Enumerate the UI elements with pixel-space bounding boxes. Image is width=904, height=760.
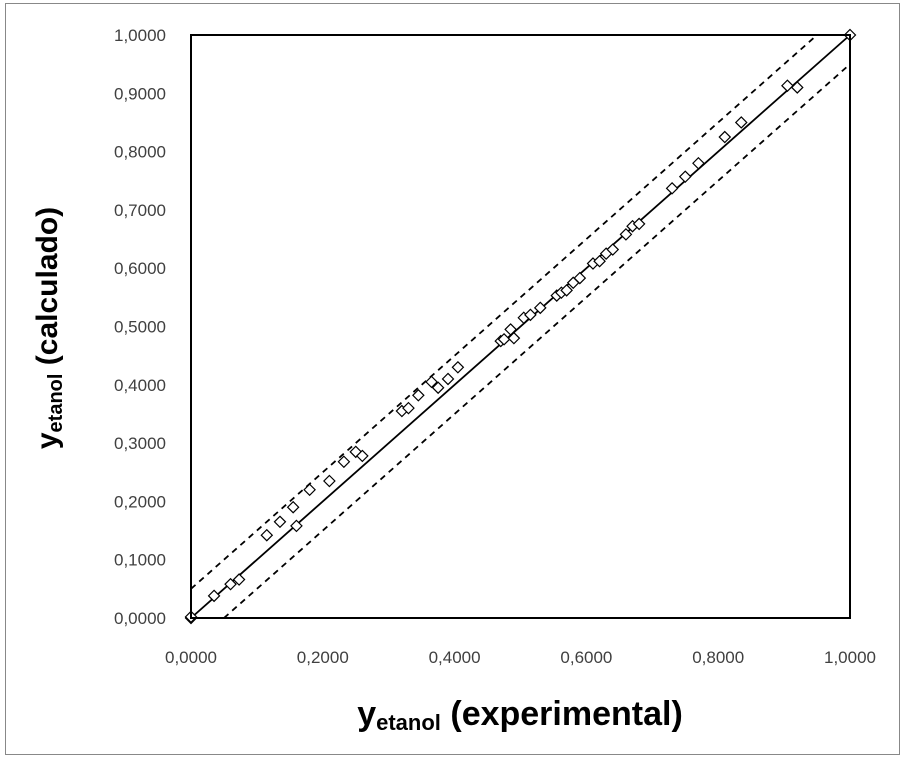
x-axis-title-sub: etanol: [376, 710, 441, 735]
dashed-deviation-line: [223, 63, 851, 619]
data-point: [232, 573, 246, 586]
data-point: [337, 455, 351, 469]
data-point: [441, 372, 455, 386]
x-tick-label: 1,0000: [824, 648, 876, 667]
data-point: [224, 577, 237, 591]
data-point: [431, 381, 445, 395]
y-tick-label: 1,0000: [114, 26, 166, 45]
y-axis-title-sub: etanol: [45, 374, 67, 433]
x-axis-title-main: y: [357, 695, 376, 733]
y-tick-label: 0,0000: [114, 609, 166, 628]
data-point: [632, 217, 646, 231]
data-point: [606, 243, 620, 256]
y-tick-label: 0,3000: [114, 434, 166, 453]
data-point: [593, 254, 606, 268]
y-tick-label: 0,8000: [114, 143, 166, 162]
data-point: [560, 284, 573, 297]
data-point: [273, 515, 287, 529]
data-point: [451, 360, 465, 374]
x-axis-title: yetanol (experimental): [357, 695, 683, 735]
data-point: [665, 181, 679, 195]
data-point: [734, 116, 748, 129]
data-point: [207, 589, 221, 603]
data-point: [355, 449, 369, 463]
y-tick-label: 0,6000: [114, 259, 166, 278]
data-point: [524, 308, 537, 322]
data-point: [412, 388, 425, 402]
y-tick-label: 0,5000: [114, 318, 166, 337]
x-tick-label: 0,0000: [165, 648, 217, 667]
solid-identity-line: [190, 34, 851, 619]
data-points: [184, 28, 857, 625]
y-axis-title-suffix: (calculado): [31, 207, 64, 374]
data-point: [504, 323, 517, 336]
data-point: [323, 474, 336, 488]
data-point: [692, 156, 705, 170]
data-point: [290, 519, 303, 533]
x-axis-title-suffix: (experimental): [441, 695, 683, 733]
data-point: [425, 375, 438, 389]
data-point: [260, 528, 274, 542]
x-tick-label: 0,8000: [692, 648, 744, 667]
y-axis-title-main: y: [31, 432, 64, 449]
data-point: [497, 332, 511, 346]
x-tick-label: 0,6000: [560, 648, 612, 667]
y-axis-ticks: 0,0000 0,1000 0,2000 0,3000 0,4000 0,5000 0,60…: [114, 26, 166, 628]
data-point: [533, 301, 547, 315]
data-point: [619, 228, 633, 241]
data-point: [790, 81, 804, 94]
data-point: [303, 483, 316, 497]
x-axis-ticks: 0,0000 0,2000 0,4000 0,6000 0,8000 1,0000: [165, 648, 876, 667]
data-point: [573, 271, 587, 285]
x-tick-label: 0,4000: [429, 648, 481, 667]
data-point: [507, 331, 521, 345]
data-point: [402, 401, 415, 415]
data-point: [678, 170, 692, 184]
y-tick-label: 0,4000: [114, 376, 166, 395]
plot-area-border: [190, 34, 851, 619]
dashed-deviation-line: [190, 34, 818, 590]
data-point: [286, 500, 300, 514]
y-tick-label: 0,1000: [114, 551, 166, 570]
y-tick-label: 0,2000: [114, 492, 166, 511]
x-tick-label: 0,2000: [297, 648, 349, 667]
data-point: [781, 79, 794, 93]
data-point: [718, 130, 732, 144]
y-tick-label: 0,7000: [114, 201, 166, 220]
y-axis-title: yetanol (calculado): [31, 207, 67, 449]
reference-lines: [190, 34, 851, 619]
y-tick-label: 0,9000: [114, 84, 166, 103]
